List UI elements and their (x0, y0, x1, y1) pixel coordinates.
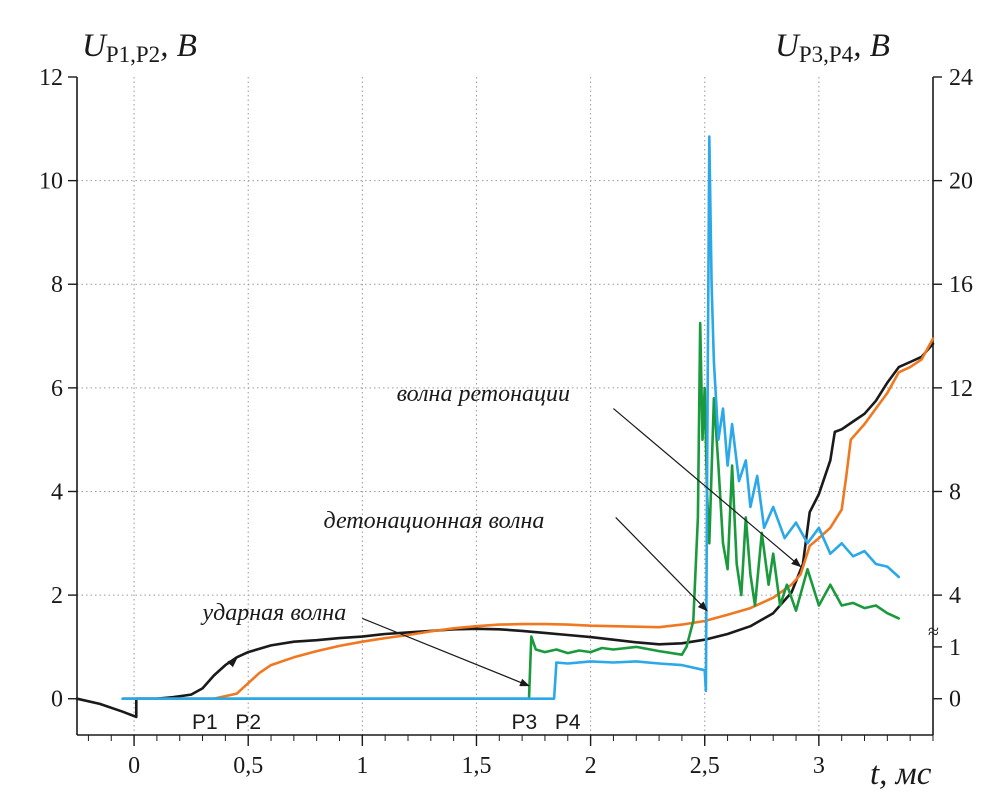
y-right-tick-label: 24 (949, 65, 973, 91)
y-right-tick-label: 8 (949, 479, 961, 505)
annotation-arrow (227, 657, 238, 668)
x-tick-label: 3 (813, 753, 825, 779)
x-axis-title: t, мс (870, 756, 932, 792)
y-right-tick-label: 0 (949, 687, 961, 713)
annotation-arrow (362, 617, 530, 687)
x-tick-label: 0 (128, 753, 140, 779)
series (75, 135, 935, 719)
y-left-tick-label: 2 (51, 583, 63, 609)
sensor-label: P4 (555, 711, 581, 734)
sensor-label: P1 (192, 711, 218, 734)
grid (77, 77, 933, 735)
y-right-tick-label: 20 (949, 169, 973, 195)
y-right-tick-label: 4 (949, 583, 961, 609)
y-right-tick-label: 1 (949, 635, 961, 661)
annotation-arrow (615, 516, 708, 612)
annotations: волна ретонации детонационная волна ударна… (192, 381, 802, 734)
y-left-tick-label: 6 (51, 376, 63, 402)
annotation-label: волна ретонации (397, 381, 570, 407)
y-right-tick-label: 12 (949, 376, 973, 402)
series-line-1 (75, 342, 935, 719)
x-tick-label: 1 (356, 753, 368, 779)
sensor-label: P2 (235, 711, 261, 734)
series-line-4 (121, 135, 901, 700)
y-right-title: UP3,P4, B (775, 28, 890, 67)
y-left-title: UP1,P2, B (82, 28, 197, 67)
y-left-tick-label: 8 (51, 272, 63, 298)
annotation-label: детонационная волна (324, 508, 545, 534)
series-line-3 (121, 321, 901, 700)
y-left-tick-label: 0 (51, 687, 63, 713)
axis-break-mark: ≈ (928, 621, 939, 643)
x-tick-label: 1,5 (461, 753, 491, 779)
series-line-2 (121, 337, 935, 700)
annotation-arrow (613, 408, 802, 568)
y-left-tick-label: 12 (39, 65, 63, 91)
x-tick-label: 2,5 (690, 753, 720, 779)
annotation-label: ударная волна (201, 600, 347, 626)
y-right-tick-label: 16 (949, 272, 973, 298)
x-tick-label: 2 (585, 753, 597, 779)
y-left-tick-label: 10 (39, 169, 63, 195)
y-left-tick-label: 4 (51, 479, 63, 505)
x-tick-label: 0,5 (233, 753, 263, 779)
sensor-label: P3 (512, 711, 538, 734)
